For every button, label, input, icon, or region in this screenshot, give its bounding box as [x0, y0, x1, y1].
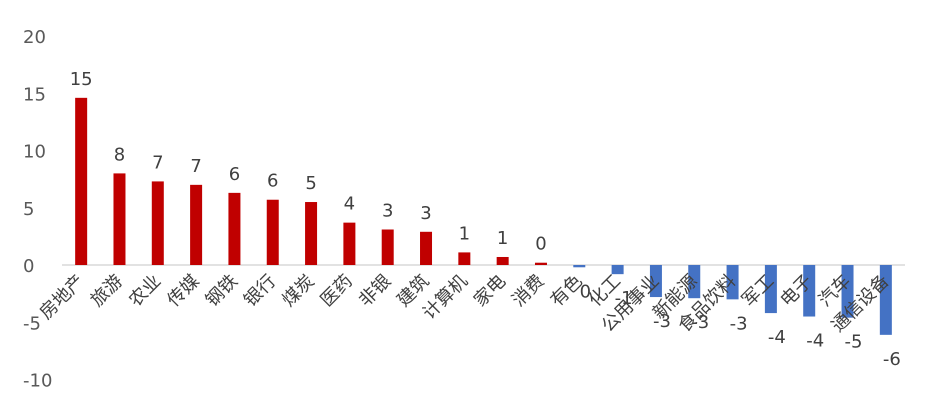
bar — [611, 265, 624, 275]
y-tick-label: 20 — [23, 27, 46, 48]
data-label: 3 — [382, 201, 393, 222]
data-label: -6 — [883, 349, 901, 370]
category-label: 银行 — [240, 271, 280, 311]
data-label: -4 — [768, 327, 786, 348]
data-label: 5 — [305, 173, 316, 194]
data-label: -3 — [730, 313, 748, 334]
bar — [458, 252, 471, 265]
category-label: 农业 — [125, 271, 165, 311]
y-tick-label: -5 — [23, 313, 41, 334]
bar — [113, 173, 126, 265]
data-label: 0 — [580, 281, 591, 302]
category-label: 消费 — [508, 271, 548, 311]
y-tick-label: 10 — [23, 142, 46, 163]
bar — [305, 202, 318, 265]
category-label: 旅游 — [87, 271, 127, 311]
data-label: 7 — [190, 156, 201, 177]
data-label: -3 — [653, 311, 671, 332]
data-label: 6 — [229, 164, 240, 185]
data-label: 15 — [70, 69, 93, 90]
category-label: 煤炭 — [278, 271, 318, 311]
category-label: 计算机 — [419, 271, 472, 324]
bar — [726, 265, 739, 300]
bar — [75, 97, 88, 265]
bar — [420, 231, 433, 265]
bar — [151, 181, 164, 265]
data-label: -4 — [806, 331, 824, 352]
bar — [649, 265, 662, 298]
data-label: 4 — [344, 194, 355, 215]
bar — [688, 265, 701, 299]
data-label: 3 — [420, 203, 431, 224]
data-label: 1 — [497, 228, 508, 249]
data-label: 1 — [459, 223, 470, 244]
bar — [496, 256, 509, 265]
category-label: 传媒 — [163, 271, 203, 311]
data-label: 8 — [114, 144, 125, 165]
bar — [266, 199, 279, 265]
category-label: 非银 — [355, 271, 395, 311]
y-tick-label: 0 — [23, 256, 34, 277]
bar — [534, 262, 547, 265]
data-label: -5 — [845, 332, 863, 353]
data-label: 6 — [267, 171, 278, 192]
y-tick-label: 15 — [23, 84, 46, 105]
bar — [190, 184, 203, 265]
bar — [573, 265, 586, 268]
bar — [381, 229, 394, 265]
category-label: 钢铁 — [202, 271, 242, 311]
data-label: -3 — [691, 312, 709, 333]
bar — [879, 265, 892, 335]
bar — [803, 265, 816, 317]
category-label: 家电 — [470, 271, 510, 311]
category-label: 医药 — [317, 271, 357, 311]
bar — [841, 265, 854, 318]
y-tick-label: -10 — [23, 371, 52, 392]
y-tick-label: 5 — [23, 199, 34, 220]
data-label: 0 — [535, 234, 546, 255]
bar — [228, 192, 241, 265]
data-label: 7 — [152, 152, 163, 173]
category-label: 房地产 — [36, 271, 89, 324]
bar — [343, 222, 356, 265]
bar — [764, 265, 777, 314]
data-label: -1 — [615, 288, 633, 309]
category-label: 有色 — [547, 271, 587, 311]
